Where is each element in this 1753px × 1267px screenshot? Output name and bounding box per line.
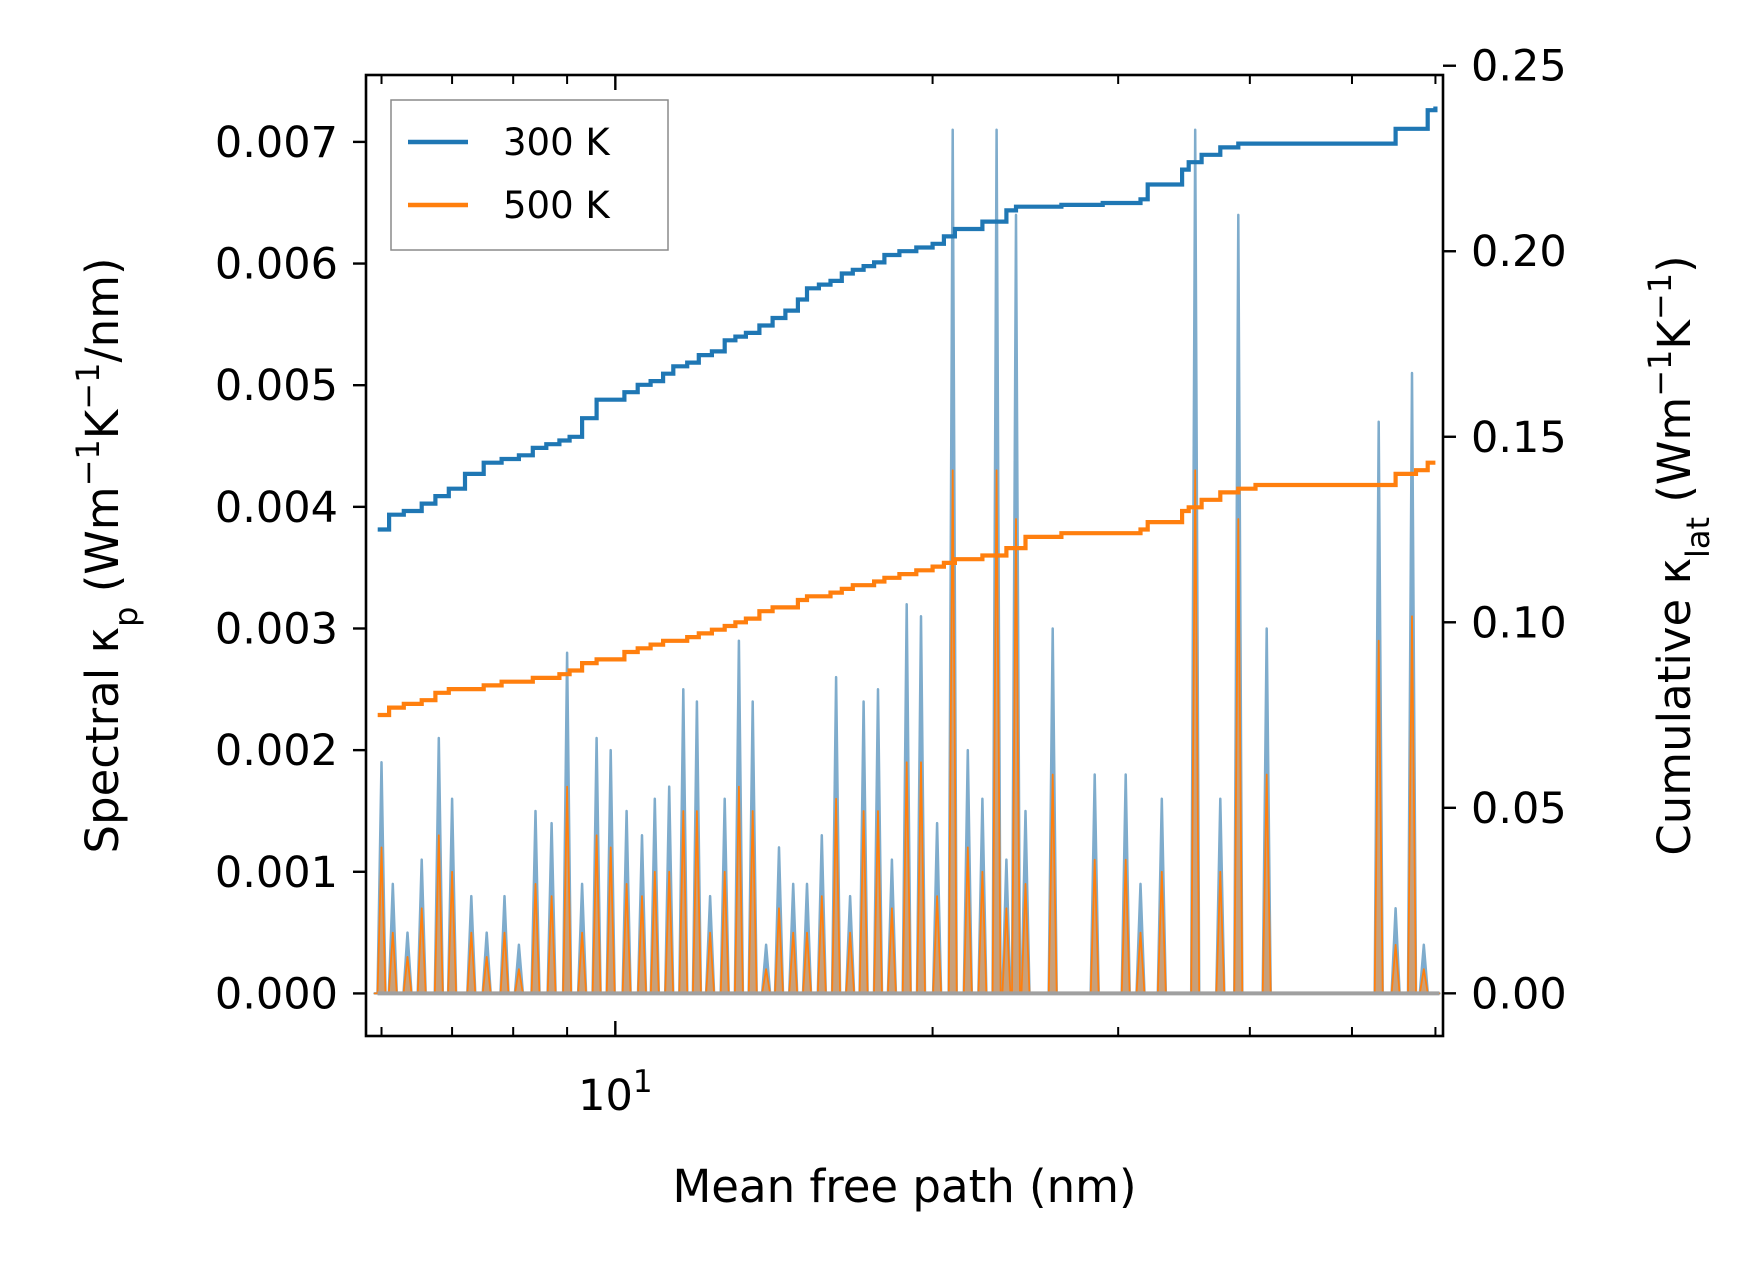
x-tick-label-10: 101: [578, 1064, 652, 1121]
legend: 300 K 500 K: [390, 99, 669, 251]
x-tick-base: 10: [578, 1071, 633, 1121]
y-right-label-sup2: −1: [1641, 273, 1679, 320]
y-left-label-sup1: −1: [69, 439, 107, 486]
plot-frame: [364, 73, 1445, 1038]
y-left-label-sup2: −1: [69, 363, 107, 410]
cumulative-line-300k: [377, 106, 1438, 532]
y-left-tick-label: 0.007: [215, 118, 338, 168]
cumulative-line-500k: [377, 460, 1436, 718]
y-right-tick-label: 0.25: [1471, 42, 1567, 92]
y-left-tick-label: 0.000: [215, 969, 338, 1019]
legend-frame: [390, 99, 669, 251]
y-right-tick-label: 0.00: [1471, 969, 1567, 1019]
y-right-label-sub: lat: [1679, 517, 1717, 558]
y-left-tick-label: 0.004: [215, 483, 338, 533]
y-right-label-unit1: (Wm: [1648, 397, 1701, 517]
y-right-tick-label: 0.10: [1471, 598, 1567, 648]
y-right-tick-label: 0.05: [1471, 784, 1567, 834]
y-left-tick-label: 0.005: [215, 361, 338, 411]
y-left-tick-label: 0.001: [215, 848, 338, 898]
y-right-label-main: Cumulative κ: [1648, 558, 1701, 856]
y-left-tick-label: 0.006: [215, 240, 338, 290]
y-left-label-unit3: /nm): [76, 257, 129, 362]
y-right-tick-label: 0.20: [1471, 227, 1567, 277]
y-left-tick-label: 0.002: [215, 726, 338, 776]
series-line-layer: [377, 106, 1438, 718]
y-right-label-unit3: ): [1648, 255, 1701, 273]
y-left-label-unit1: (Wm: [76, 486, 129, 606]
y-right-label-unit2: K: [1648, 319, 1701, 350]
y-right-label-sup1: −1: [1641, 350, 1679, 397]
y-left-label-unit2: K: [76, 408, 129, 439]
y-left-label-main: Spectral κ: [76, 627, 129, 854]
legend-label-300k: 300 K: [503, 121, 611, 164]
x-tick-exponent: 1: [633, 1064, 653, 1100]
tick-layer: 0.000 0.001 0.002 0.003 0.004 0.005 0.006 0.007…: [215, 42, 1567, 1036]
y-right-tick-label: 0.15: [1471, 413, 1567, 463]
y-axis-right-label: Cumulative κlat (Wm−1K−1): [1641, 255, 1717, 855]
y-left-tick-label: 0.003: [215, 604, 338, 654]
legend-label-500k: 500 K: [503, 184, 611, 227]
x-axis-label: Mean free path (nm): [672, 1160, 1136, 1213]
spectral-fill-layer: [373, 128, 1441, 996]
y-axis-left-label: Spectral κp (Wm−1K−1/nm): [69, 257, 145, 853]
y-left-label-sub: p: [107, 607, 145, 627]
